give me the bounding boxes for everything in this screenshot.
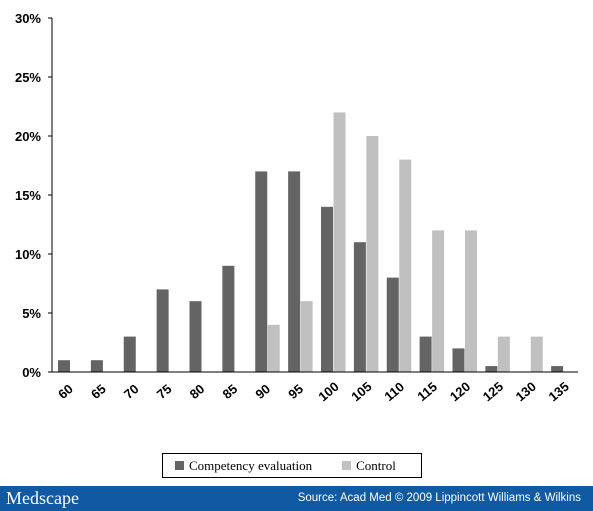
legend-swatch-competency: [175, 461, 184, 470]
footer-bar: Medscape Source: Acad Med © 2009 Lippinc…: [0, 486, 593, 511]
x-tick-label: 125: [480, 379, 506, 404]
x-tick-label: 65: [88, 381, 109, 402]
bar-control: [267, 324, 280, 372]
y-tick-label: 20%: [15, 129, 41, 144]
x-tick-label: 90: [252, 381, 273, 402]
x-tick-label: 135: [546, 379, 572, 404]
bar-control: [465, 230, 477, 372]
bar-competency: [123, 336, 136, 372]
bar-control: [432, 230, 445, 372]
x-tick-label: 75: [154, 381, 175, 402]
bars: [58, 112, 564, 373]
y-tick-label: 10%: [15, 247, 41, 262]
x-tick-label: 110: [381, 379, 407, 404]
x-tick-label: 95: [285, 381, 306, 402]
bar-control: [366, 136, 379, 372]
bar-control: [333, 112, 346, 373]
bar-competency: [321, 206, 333, 372]
bar-competency: [90, 360, 103, 372]
x-tick-label: 100: [315, 379, 341, 404]
y-tick-label: 0%: [22, 365, 41, 380]
bar-control: [530, 336, 543, 372]
bar-competency: [222, 265, 235, 372]
x-tick-label: 80: [187, 381, 208, 402]
x-tick-label: 120: [447, 379, 473, 404]
medscape-logo: Medscape: [6, 488, 79, 508]
bar-competency: [551, 366, 564, 372]
bar-competency: [288, 171, 301, 372]
x-tick-label: 130: [513, 379, 539, 404]
y-tick-label: 25%: [15, 70, 41, 85]
bar-competency: [189, 301, 202, 372]
bar-control: [399, 159, 412, 372]
y-tick-label: 15%: [15, 188, 41, 203]
legend-item-control: Control: [342, 458, 396, 474]
legend-label-competency: Competency evaluation: [189, 457, 313, 473]
x-axis: 60 65 70 75 80 85 90 95 100 105 110 115 120 125 130 135: [52, 371, 578, 404]
legend-label-control: Control: [356, 457, 396, 473]
x-tick-label: 60: [55, 381, 76, 402]
legend: Competency evaluation Control: [162, 453, 422, 478]
bar-competency: [353, 242, 366, 372]
x-tick-label: 70: [121, 381, 142, 402]
chart: 0% 5% 10% 15% 20% 25% 30% 60 65 70 75 80 85 90 95 100 1…: [15, 11, 578, 404]
x-tick-label: 115: [414, 379, 440, 404]
x-tick-label: 105: [348, 379, 374, 404]
bar-competency: [386, 277, 399, 372]
x-tick-label: 85: [220, 381, 241, 402]
legend-swatch-control: [342, 461, 352, 470]
bar-competency: [156, 289, 169, 372]
bar-competency: [58, 360, 70, 372]
bar-competency: [485, 366, 498, 372]
bar-competency: [419, 336, 432, 372]
bar-competency: [255, 171, 268, 372]
legend-item-competency: Competency evaluation: [175, 458, 312, 474]
source-credit: Source: Acad Med © 2009 Lippincott Willi…: [297, 492, 581, 504]
bar-competency: [452, 348, 465, 372]
bar-control: [497, 336, 510, 372]
y-tick-label: 5%: [22, 306, 41, 321]
y-axis: 0% 5% 10% 15% 20% 25% 30%: [15, 11, 53, 380]
bar-control: [300, 301, 313, 372]
y-tick-label: 30%: [15, 11, 41, 26]
